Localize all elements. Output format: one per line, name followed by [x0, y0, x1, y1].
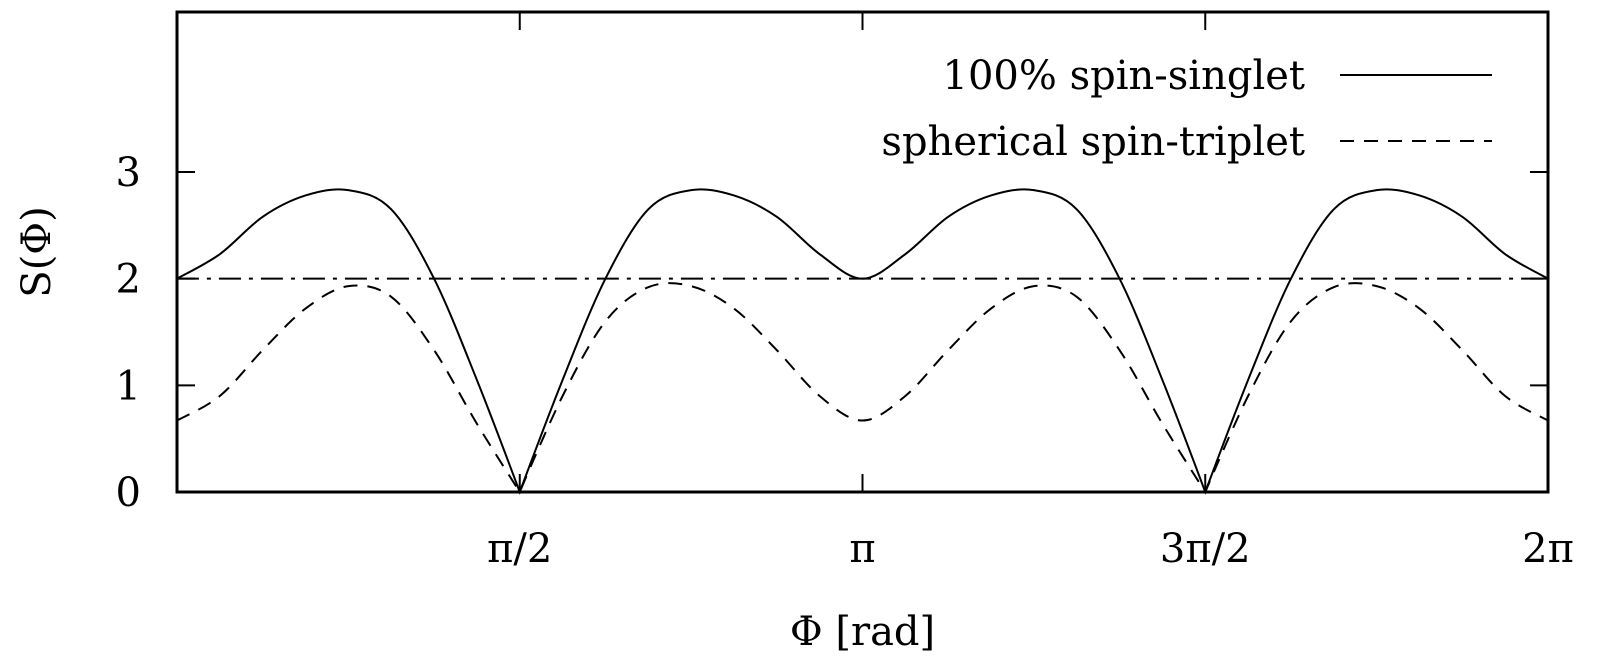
y-axis-label: S(Φ)	[14, 206, 60, 297]
series-line-0	[176, 188, 1549, 495]
legend-label-0: 100% spin-singlet	[943, 53, 1306, 99]
series-layer	[176, 188, 1549, 495]
legend: 100% spin-singlet spherical spin-triplet	[881, 53, 1492, 165]
legend-label-1: spherical spin-triplet	[881, 119, 1305, 165]
y-tick-label-1: 1	[116, 363, 141, 409]
ticks-layer: π/2 π 3π/2 2π 0 1 2 3	[116, 12, 1574, 572]
y-tick-label-3: 3	[116, 150, 141, 196]
x-tick-label-2: 3π/2	[1160, 526, 1251, 572]
x-tick-label-3: 2π	[1522, 526, 1574, 572]
x-tick-label-1: π	[849, 526, 875, 572]
y-tick-label-2: 2	[116, 257, 141, 303]
y-tick-label-0: 0	[116, 470, 141, 516]
x-tick-label-0: π/2	[487, 526, 552, 572]
series-line-1	[176, 282, 1549, 495]
x-axis-label: Φ [rad]	[790, 609, 935, 655]
